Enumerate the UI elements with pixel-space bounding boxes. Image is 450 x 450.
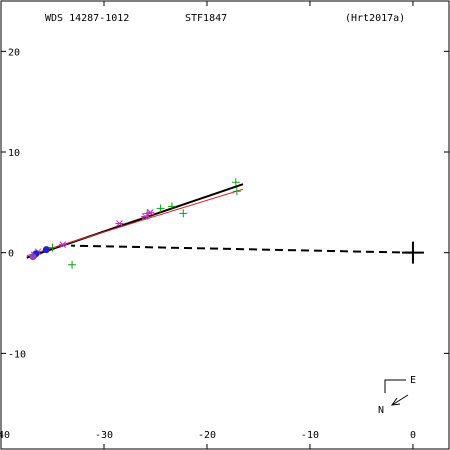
primary-star <box>401 241 424 264</box>
y-tick-label: 20 <box>8 47 20 58</box>
compass-axes <box>384 379 406 393</box>
observations <box>29 178 241 269</box>
star-name: STF1847 <box>185 13 227 24</box>
orbit-fit-line <box>26 183 244 259</box>
x-tick-label: 0 <box>410 430 416 441</box>
observation-dot-marker <box>29 253 37 261</box>
observation-plus-marker <box>48 243 57 252</box>
x-tick-label: -20 <box>198 430 216 441</box>
y-tick-label: 0 <box>8 249 14 260</box>
reference-line <box>71 244 413 254</box>
observation-star-marker <box>141 213 150 220</box>
observation-plus-marker <box>232 187 241 196</box>
wds-designation: WDS 14287-1012 <box>45 13 129 24</box>
x-tick-label: -10 <box>301 430 319 441</box>
compass-north-label: N <box>378 405 384 416</box>
observation-plus-marker <box>231 178 240 187</box>
compass-east-label: E <box>410 375 416 386</box>
dashed-reference-line <box>71 244 413 254</box>
observation-star-marker <box>115 220 124 227</box>
observation-plus-marker <box>156 204 165 213</box>
primary-star-marker <box>401 241 424 264</box>
observation-dot-marker <box>42 246 50 254</box>
observation-plus-marker <box>167 202 176 211</box>
compass-arrow-head <box>390 397 401 406</box>
observation-star-marker <box>58 241 67 248</box>
observation-star-marker <box>146 209 155 216</box>
x-tick-label: -30 <box>95 430 113 441</box>
compass-motion-arrow <box>391 394 409 406</box>
observation-plus-marker <box>179 209 188 218</box>
observation-plus-marker <box>68 260 77 269</box>
x-tick-label: -40 <box>0 430 10 441</box>
y-tick-label: -10 <box>8 349 26 360</box>
y-tick-label: 10 <box>8 148 20 159</box>
compass: E N <box>378 375 416 416</box>
reference-code: (Hrt2017a) <box>345 13 405 24</box>
